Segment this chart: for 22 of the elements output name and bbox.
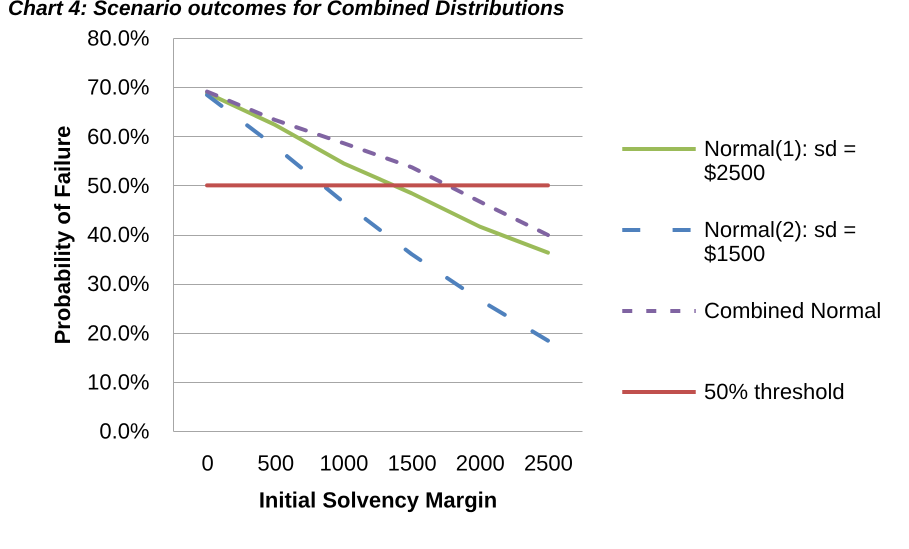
y-tick-label: 40.0% bbox=[87, 222, 150, 247]
x-tick-label: 2500 bbox=[524, 450, 573, 476]
y-tick-label: 30.0% bbox=[87, 271, 150, 296]
x-axis-title: Initial Solvency Margin bbox=[258, 488, 498, 512]
x-tick-label: 1000 bbox=[319, 450, 368, 476]
y-tick-label: 20.0% bbox=[87, 320, 150, 346]
legend-label: Normal(1): sd = $2500 bbox=[704, 136, 856, 185]
y-tick-label: 70.0% bbox=[87, 74, 150, 100]
y-tick-label: 0.0% bbox=[99, 418, 150, 444]
x-tick-label: 1500 bbox=[388, 450, 437, 476]
legend-label: 50% threshold bbox=[704, 379, 845, 404]
chart-title: Chart 4: Scenario outcomes for Combined Distributions bbox=[8, 0, 565, 20]
x-tick-label: 0 bbox=[201, 450, 214, 476]
legend-label: Combined Normal bbox=[704, 298, 882, 323]
x-tick-label: 2000 bbox=[456, 450, 505, 476]
y-tick-label: 10.0% bbox=[87, 369, 150, 394]
legend-label: Normal(2): sd = $1500 bbox=[704, 217, 856, 266]
y-axis-title: Probability of Failure bbox=[50, 126, 76, 344]
y-tick-label: 50.0% bbox=[87, 172, 150, 198]
x-tick-label: 500 bbox=[257, 450, 294, 476]
y-tick-label: 80.0% bbox=[87, 26, 150, 50]
y-tick-label: 60.0% bbox=[87, 124, 150, 149]
